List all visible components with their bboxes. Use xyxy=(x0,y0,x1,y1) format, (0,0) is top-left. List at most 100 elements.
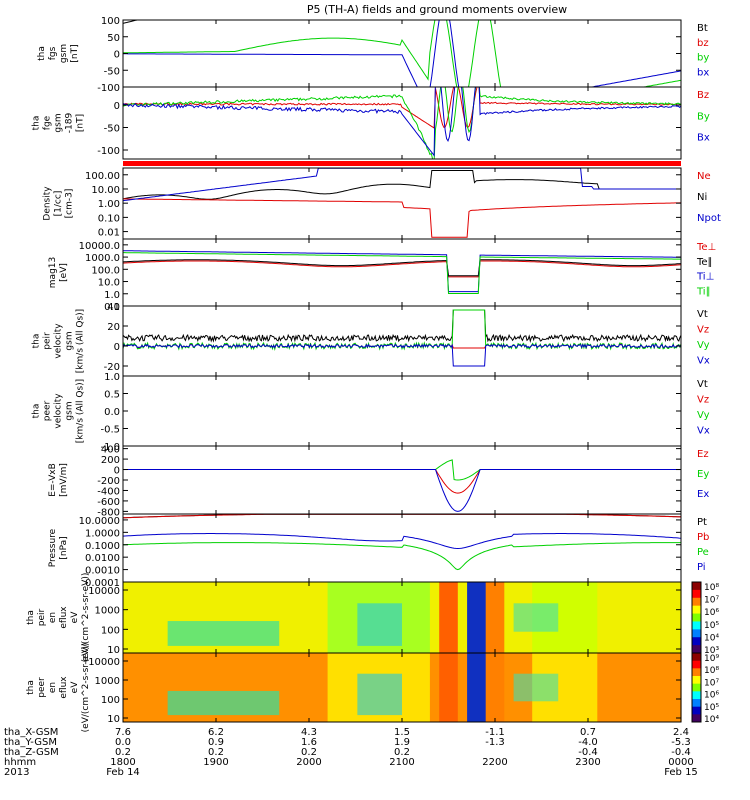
heatmap-cell xyxy=(429,653,440,722)
y-axis-label-line: tha xyxy=(32,116,42,131)
legend-item: bx xyxy=(697,67,709,78)
heatmap-cell xyxy=(495,653,505,722)
colorbar-segment xyxy=(692,645,701,654)
heatmap-cell xyxy=(290,653,301,722)
heatmap-cell xyxy=(476,653,487,722)
legend-item: by xyxy=(697,53,709,64)
heatmap-cell xyxy=(178,653,189,722)
y-tick-label: 0 xyxy=(114,50,120,61)
y-tick-label: 10.0 xyxy=(98,278,120,289)
heatmap-cell xyxy=(495,582,505,653)
y-axis-label-line: [nPa] xyxy=(59,536,69,559)
heatmap-cell xyxy=(318,653,329,722)
colorbar-segment xyxy=(692,653,701,662)
heatmap-cell xyxy=(411,582,422,653)
y-tick-label: 0 xyxy=(114,466,120,477)
series-line-green xyxy=(123,87,681,159)
legend-item: Ey xyxy=(697,469,709,480)
colorbar-segment xyxy=(692,605,701,615)
heatmap-cell xyxy=(671,582,682,653)
y-axis-label-line: [1/cc] xyxy=(54,191,64,217)
heatmap-cell xyxy=(588,582,598,653)
heatmap-cell xyxy=(569,653,580,722)
heatmap-cell xyxy=(411,653,422,722)
x-axis-row-label: 2013 xyxy=(4,767,29,778)
heatmap-cell xyxy=(150,653,161,722)
legend-item: Vz xyxy=(697,395,709,406)
colorbar-label: 10⁴ xyxy=(704,715,719,725)
y-tick-label: 200 xyxy=(101,455,120,466)
y-tick-label: 0.0 xyxy=(104,407,120,418)
y-axis-label-line: tha xyxy=(37,46,47,61)
legend-item: Pe xyxy=(697,547,709,558)
x-axis-value: -1.3 xyxy=(485,737,505,748)
y-axis-label-line: eflux xyxy=(59,606,69,629)
y-axis-label-line: peir xyxy=(37,608,47,626)
colorbar-segment xyxy=(692,613,701,622)
heatmap-cell xyxy=(281,653,291,722)
colorbar-segment xyxy=(692,629,701,638)
y-tick-label: 100 xyxy=(101,625,120,636)
heatmap-cell xyxy=(167,621,280,646)
panel-frame xyxy=(122,238,682,307)
heatmap-cell xyxy=(606,653,617,722)
heatmap-cell xyxy=(309,582,319,653)
x-axis-value: 2.4 xyxy=(673,727,689,738)
colorbar-label: 10⁷ xyxy=(704,596,719,606)
colorbar-segment xyxy=(692,691,701,700)
y-tick-label: 10.00 xyxy=(91,185,120,196)
series-line-black xyxy=(123,309,681,343)
y-tick-label: 100.0 xyxy=(91,265,120,276)
heatmap-cell xyxy=(513,673,559,702)
y-tick-label: 10.0000 xyxy=(79,516,120,527)
x-axis-value: -0.4 xyxy=(578,747,598,758)
y-axis-label: tha peer en eflux eV (eV/(cm^2-s-sr-eV)) xyxy=(26,643,91,733)
panel-frame xyxy=(122,513,682,583)
y-tick-label: 1.0000 xyxy=(85,528,120,539)
colorbar-label: 10⁴ xyxy=(704,633,719,643)
heatmap-cell xyxy=(299,653,310,722)
y-axis-label-line: eV xyxy=(70,681,80,694)
heatmap-cell xyxy=(206,653,217,722)
panel-frame xyxy=(122,19,682,88)
legend-item: Pt xyxy=(697,517,707,528)
heatmap-cell xyxy=(234,653,245,722)
series-line-black xyxy=(123,259,681,277)
colorbar-label: 10⁶ xyxy=(704,608,719,618)
heatmap-cell xyxy=(615,653,626,722)
heatmap-cell xyxy=(253,653,264,722)
y-axis-label-line: Density xyxy=(43,186,53,221)
heatmap-cell xyxy=(606,582,617,653)
heatmap-cell xyxy=(169,653,180,722)
y-tick-label: 10000 xyxy=(88,586,120,597)
x-axis-value: Feb 14 xyxy=(106,767,140,778)
heatmap-cell xyxy=(123,582,133,653)
y-axis-label-line: [nT] xyxy=(76,114,86,132)
legend-item: Bz xyxy=(697,90,709,101)
x-axis-value: 1.9 xyxy=(394,737,410,748)
y-tick-label: 10 xyxy=(107,714,120,725)
x-axis-value: 1800 xyxy=(110,757,135,768)
y-tick-label: -400 xyxy=(97,486,120,497)
colorbar-label: 10⁹ xyxy=(704,654,719,664)
heatmap-cell xyxy=(327,582,338,653)
y-tick-label: 0.10 xyxy=(98,213,120,224)
x-axis-value: 0.2 xyxy=(301,747,317,758)
x-axis-value: 2100 xyxy=(389,757,414,768)
x-axis-value: 2000 xyxy=(296,757,321,768)
x-axis-value: 0.9 xyxy=(208,737,224,748)
x-axis-value: 0.2 xyxy=(208,747,224,758)
heatmap-cell xyxy=(141,653,152,722)
heatmap-cell xyxy=(262,582,273,653)
heatmap-cell xyxy=(513,603,559,632)
heatmap-cell xyxy=(123,653,133,722)
x-axis-value: 0.2 xyxy=(115,747,131,758)
y-axis-label-line: fge xyxy=(43,115,53,130)
heatmap-cell xyxy=(253,582,264,653)
heatmap-cell xyxy=(318,582,329,653)
x-axis-row-label: tha_X-GSM xyxy=(4,727,58,738)
heatmap-cell xyxy=(634,653,645,722)
